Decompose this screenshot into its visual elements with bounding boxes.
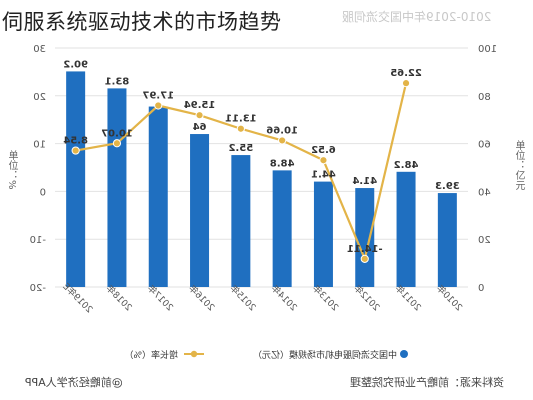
line-value-label: 22.65 (390, 68, 422, 79)
right-tick-label: 0 (478, 283, 484, 294)
legend-bar-label: 中国交流伺服电机市场规模（亿元） (253, 349, 397, 361)
bar-value-label: 44.1 (311, 170, 336, 181)
bar-value-label: 48.8 (270, 158, 295, 169)
right-axis-unit: 单位：% (6, 150, 17, 190)
bar (107, 88, 127, 288)
bar (272, 170, 292, 287)
bar (231, 155, 251, 287)
line-value-label: 17.97 (142, 91, 174, 102)
legend-bar-marker (400, 350, 408, 358)
right-tick-label: 40 (478, 187, 491, 198)
bar (437, 193, 457, 287)
bar-value-label: 64 (193, 122, 207, 133)
bar-layer (66, 71, 457, 288)
right-tick-label: 60 (478, 140, 491, 151)
page-title: 伺服系统驱动技术的市场趋势 (2, 6, 282, 36)
bar (313, 181, 333, 287)
left-tick-label: 0 (40, 187, 46, 198)
right-tick-label: 80 (478, 92, 491, 103)
line-point (278, 136, 287, 145)
line-point (195, 111, 204, 120)
line-value-label: 13.11 (225, 114, 257, 125)
bar-value-label: 39.3 (435, 181, 460, 192)
bar-value-label: 41.4 (352, 176, 377, 187)
line-point (154, 101, 163, 110)
left-axis-unit: 单位：亿元 (513, 140, 524, 190)
footer-source: 资料来源：前瞻产业研究院整理 (350, 376, 504, 389)
bar (355, 188, 375, 287)
right-tick-label: 20 (478, 235, 491, 246)
line-value-label: 8.54 (63, 136, 88, 147)
line-value-label: 10.07 (101, 128, 133, 139)
line-value-label: 6.52 (311, 145, 336, 156)
footer-brand: @前瞻经济学人APP (25, 376, 123, 389)
legend-line-dot (190, 350, 198, 358)
left-tick-label: 20 (33, 92, 46, 103)
line-value-label: 15.94 (184, 100, 216, 111)
left-tick-label: -10 (30, 235, 46, 246)
line-layer (71, 79, 411, 263)
line-point (71, 146, 80, 155)
label-layer: 90.2 83.1 64 55.2 48.8 44.1 41.4 48.2 39.3 8.54 10… (63, 59, 459, 254)
line-point (319, 156, 328, 165)
line-value-label: -14.11 (347, 244, 383, 255)
bar-value-label: 55.2 (228, 143, 253, 154)
bar (396, 171, 416, 287)
line-point (236, 124, 245, 133)
line-point (360, 254, 369, 263)
bar-value-label: 90.2 (63, 59, 88, 70)
left-tick-label: 10 (33, 140, 46, 151)
line-point (112, 139, 122, 148)
legend-layer: 中国交流伺服电机市场规模（亿元） 增长率（%） (124, 349, 408, 361)
line-value-label: 10.66 (266, 125, 298, 136)
bar (66, 71, 86, 287)
bar (148, 106, 168, 288)
line-point (401, 79, 411, 88)
legend-line-label: 增长率（%） (124, 349, 178, 361)
bar-value-label: 83.1 (105, 76, 130, 87)
bar (190, 134, 210, 287)
right-tick-label: 100 (478, 44, 497, 55)
left-tick-label: -20 (30, 283, 46, 294)
bar-value-label: 48.2 (394, 160, 419, 171)
left-tick-label: 30 (33, 44, 46, 55)
